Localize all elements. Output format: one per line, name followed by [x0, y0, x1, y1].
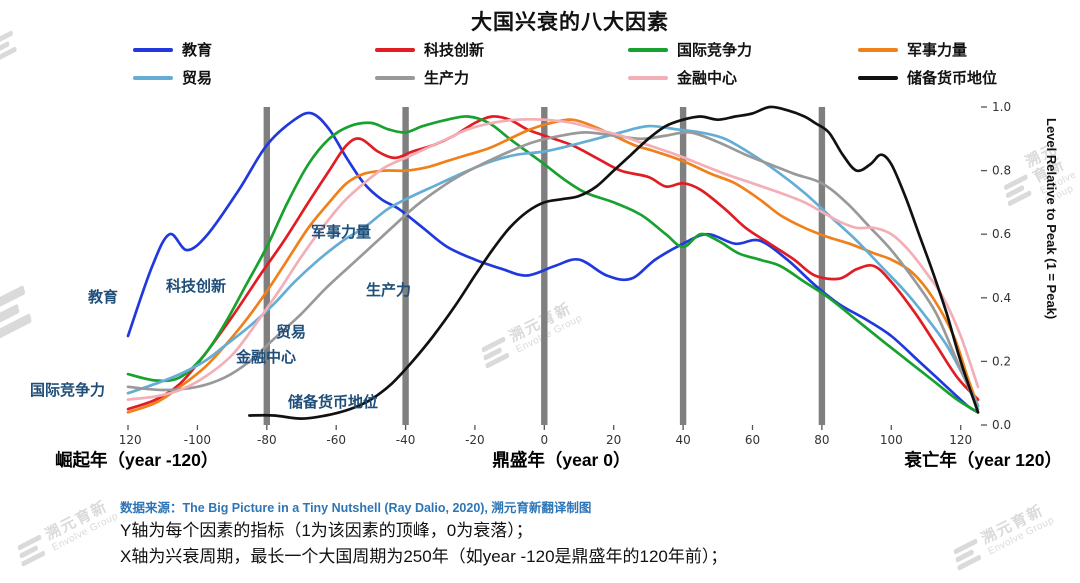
legend-swatch-reserve: [858, 75, 898, 80]
curve-label: 储备货币地位: [288, 394, 379, 411]
legend-swatch-competitiveness: [628, 47, 668, 52]
envolve-logo-icon: [0, 30, 18, 63]
y-tick-label: 0.8: [992, 164, 1011, 178]
envolve-logo-icon: [17, 534, 46, 567]
note-line-2: X轴为兴衰周期，最长一个大国周期为250年（如year -120是鼎盛年的120…: [120, 547, 728, 567]
legend-item-technology: 科技创新: [375, 37, 628, 62]
curve-label: 金融中心: [236, 349, 297, 366]
figure-notes: Y轴为每个因素的指标（1为该因素的顶峰，0为衰落）； X轴为兴衰周期，最长一个大…: [120, 518, 727, 571]
stage-labels: 崛起年（year -120） 鼎盛年（year 0） 衰亡年（year 120）: [55, 447, 1062, 472]
x-tick-label: 100: [880, 433, 903, 447]
legend-swatch-education: [133, 47, 173, 52]
envolve-logo-icon: [953, 538, 982, 571]
note-line-1: Y轴为每个因素的指标（1为该因素的顶峰，0为衰落）；: [120, 521, 533, 540]
series-military: [126, 118, 980, 414]
watermark-text: 溯元育新 Envolve Group: [979, 500, 1057, 559]
y-tick-label: 0.0: [992, 418, 1011, 432]
stage-label-decline: 衰亡年（year 120）: [904, 450, 1062, 470]
period-divider: [679, 107, 687, 425]
stage-label-rise: 崛起年（year -120）: [55, 450, 219, 470]
legend-item-financial: 金融中心: [628, 65, 858, 90]
series-reserve: [248, 105, 980, 420]
legend-swatch-technology: [375, 47, 415, 52]
watermark-cn: 溯元育新: [978, 501, 1047, 548]
x-tick-label: -80: [257, 433, 277, 447]
watermark-text: 溯元育新 Envolve Group: [43, 496, 121, 555]
watermark: 溯元育新 Envolve Group: [13, 496, 120, 570]
chart-legend: 教育 科技创新 国际竞争力 军事力量 贸易 生产力 金融中心 储备货币地位: [133, 37, 997, 90]
watermark: [0, 284, 36, 343]
x-tick-label: -120: [120, 433, 142, 447]
legend-label: 教育: [182, 42, 213, 59]
x-tick-label: -100: [184, 433, 211, 447]
legend-item-competitiveness: 国际竞争力: [628, 37, 858, 62]
x-tick-label: -60: [326, 433, 346, 447]
y-axis-title: Level Relative to Peak (1 = Peak): [1044, 118, 1059, 320]
y-tick-label: 1.0: [992, 100, 1011, 114]
curve-label: 科技创新: [166, 278, 227, 295]
x-tick-label: 0: [540, 433, 548, 447]
series-financial: [126, 117, 980, 401]
stage-label-peak: 鼎盛年（year 0）: [492, 450, 631, 470]
series-trade: [126, 124, 980, 408]
curve-label: 贸易: [276, 324, 307, 341]
curve-label: 生产力: [366, 282, 412, 299]
legend-swatch-productivity: [375, 75, 415, 80]
y-tick-label: 0.4: [992, 291, 1011, 305]
watermark: [0, 30, 19, 63]
legend-label: 生产力: [424, 70, 470, 87]
legend-label: 科技创新: [424, 42, 485, 59]
legend-item-productivity: 生产力: [375, 65, 628, 90]
legend-label: 军事力量: [907, 42, 968, 59]
period-divider: [541, 107, 548, 425]
period-divider: [402, 107, 409, 425]
legend-item-reserve: 储备货币地位: [858, 65, 997, 90]
legend-label: 国际竞争力: [677, 42, 753, 59]
y-tick-label: 0.2: [992, 354, 1011, 368]
x-tick-label: 60: [745, 433, 760, 447]
legend-label: 贸易: [182, 70, 213, 87]
y-tick-label: 0.6: [992, 227, 1011, 241]
data-source-caption: 数据来源：The Big Picture in a Tiny Nutshell …: [120, 501, 592, 515]
chart-title: 大国兴衰的八大因素: [471, 11, 669, 34]
x-tick-label: -40: [396, 433, 416, 447]
legend-item-trade: 贸易: [133, 65, 375, 90]
legend-swatch-trade: [133, 75, 173, 80]
period-divider: [818, 107, 826, 425]
x-tick-label: 20: [606, 433, 621, 447]
legend-label: 金融中心: [677, 70, 738, 87]
envolve-logo-icon: [0, 284, 32, 343]
series-competitiveness: [126, 115, 980, 414]
watermark-en: Envolve Group: [50, 510, 121, 554]
x-tick-label: -20: [465, 433, 485, 447]
legend-swatch-military: [858, 47, 898, 52]
legend-item-education: 教育: [133, 37, 375, 62]
watermark-en: Envolve Group: [986, 514, 1057, 558]
series-technology: [126, 115, 980, 411]
legend-label: 储备货币地位: [907, 70, 998, 87]
curve-label: 军事力量: [311, 224, 372, 241]
legend-item-military: 军事力量: [858, 37, 997, 62]
watermark-cn: 溯元育新: [42, 497, 111, 544]
legend-swatch-financial: [628, 75, 668, 80]
curve-label: 教育: [88, 289, 119, 306]
series-education: [126, 111, 980, 414]
curve-label: 国际竞争力: [30, 382, 106, 399]
series-productivity: [126, 130, 980, 411]
x-tick-label: 80: [814, 433, 829, 447]
x-tick-label: 40: [675, 433, 690, 447]
x-tick-label: 120: [949, 433, 972, 447]
watermark: 溯元育新 Envolve Group: [949, 500, 1056, 574]
line-chart: -120 -100 -80 -60 -40 -20 0 20 40 60 80 100 120 0.0 0.…: [120, 100, 1011, 447]
